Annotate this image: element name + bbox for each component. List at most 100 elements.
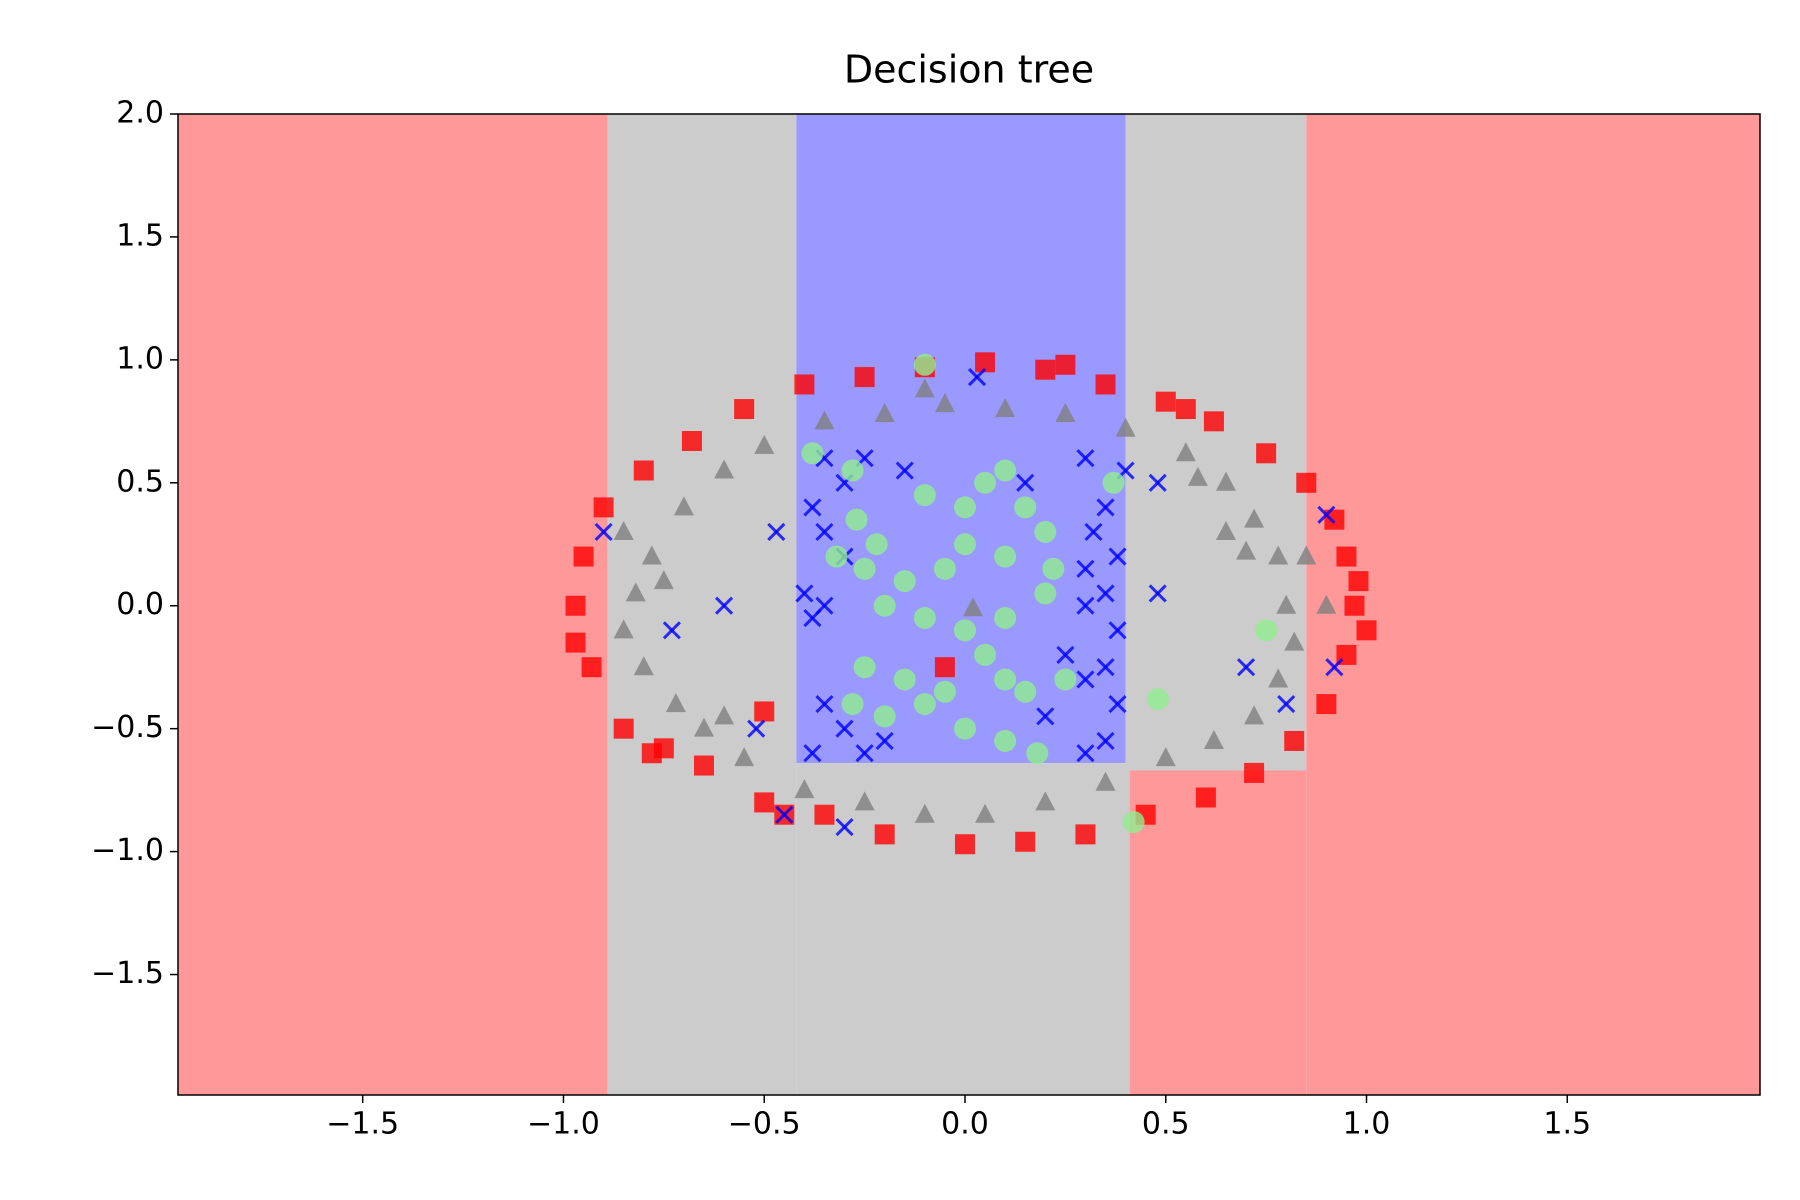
point: [1056, 645, 1075, 664]
point: [995, 398, 1016, 418]
point-stroke: [1096, 731, 1115, 751]
point: [794, 374, 815, 395]
point: [775, 805, 794, 824]
point: [853, 656, 876, 679]
point: [1102, 471, 1125, 494]
point-stroke: [895, 461, 914, 480]
point: [874, 402, 895, 422]
chart-title: Decision tree: [844, 48, 1094, 92]
decision-region: [1306, 114, 1760, 1095]
point: [963, 597, 984, 617]
point: [1075, 824, 1096, 845]
point: [1108, 547, 1127, 566]
point: [975, 352, 996, 373]
point: [1244, 508, 1265, 528]
point-stroke: [775, 805, 794, 824]
point: [1076, 670, 1095, 689]
point: [754, 434, 775, 454]
point: [1276, 594, 1297, 614]
point-stroke: [803, 498, 822, 517]
point-stroke: [1076, 449, 1095, 468]
point-stroke: [803, 608, 822, 628]
point-stroke: [1317, 505, 1336, 524]
point: [1215, 520, 1236, 540]
point: [715, 596, 734, 615]
point: [1344, 595, 1365, 616]
point: [633, 460, 654, 481]
point: [893, 668, 916, 691]
point: [565, 595, 586, 616]
point: [754, 792, 775, 813]
point-stroke: [1096, 498, 1115, 517]
point: [1084, 522, 1103, 542]
point-stroke: [767, 522, 786, 542]
point: [1016, 473, 1035, 492]
decision-region: [1125, 114, 1307, 771]
point-stroke: [715, 596, 734, 615]
point: [1203, 729, 1224, 749]
point: [641, 743, 662, 764]
point: [841, 693, 864, 716]
point: [613, 718, 634, 739]
point: [1317, 505, 1336, 524]
point-stroke: [1108, 695, 1127, 714]
point: [1055, 354, 1076, 375]
point: [1268, 668, 1289, 688]
point: [1035, 359, 1056, 380]
point: [814, 410, 835, 430]
point-stroke: [967, 368, 987, 387]
point-stroke: [1076, 670, 1095, 689]
point: [693, 717, 714, 737]
x-tick-label: −0.5: [728, 1107, 801, 1142]
point-stroke: [815, 695, 834, 714]
point: [873, 594, 896, 617]
point: [1277, 695, 1296, 714]
x-tick-label: −1.5: [326, 1107, 399, 1142]
y-tick-label: 1.5: [116, 218, 164, 253]
point: [613, 619, 634, 639]
point: [841, 459, 864, 482]
point: [994, 668, 1017, 691]
point: [1203, 411, 1224, 432]
point: [734, 747, 755, 767]
point: [967, 368, 987, 387]
point: [933, 680, 956, 703]
plot-frame: [177, 113, 1761, 1096]
point: [1256, 443, 1277, 464]
point: [914, 378, 935, 398]
point: [933, 557, 956, 580]
point-stroke: [803, 744, 822, 763]
point: [1187, 466, 1208, 486]
point: [1268, 545, 1289, 565]
point: [801, 442, 824, 465]
point: [1036, 707, 1055, 726]
x-tick-label: 0.5: [1142, 1107, 1190, 1142]
point: [1035, 791, 1056, 811]
point: [1042, 557, 1065, 580]
point: [1055, 402, 1076, 422]
point: [913, 693, 936, 716]
point: [1296, 545, 1317, 565]
point: [1108, 621, 1127, 640]
point: [815, 695, 834, 714]
point: [845, 508, 868, 531]
point: [1096, 498, 1115, 517]
point: [754, 701, 775, 722]
point: [994, 459, 1017, 482]
point: [974, 471, 997, 494]
y-tick-label: −1.5: [91, 956, 164, 991]
point: [994, 545, 1017, 568]
point: [1356, 620, 1377, 641]
point: [895, 461, 914, 480]
point: [1336, 546, 1357, 567]
point: [1236, 540, 1257, 560]
point: [747, 719, 766, 738]
point: [1296, 472, 1317, 493]
point: [673, 496, 694, 516]
point: [714, 705, 735, 725]
y-tick-label: 1.0: [116, 341, 164, 376]
point: [1146, 688, 1169, 711]
point-stroke: [1148, 473, 1167, 492]
point-stroke: [1076, 744, 1095, 763]
point-stroke: [1056, 645, 1075, 664]
